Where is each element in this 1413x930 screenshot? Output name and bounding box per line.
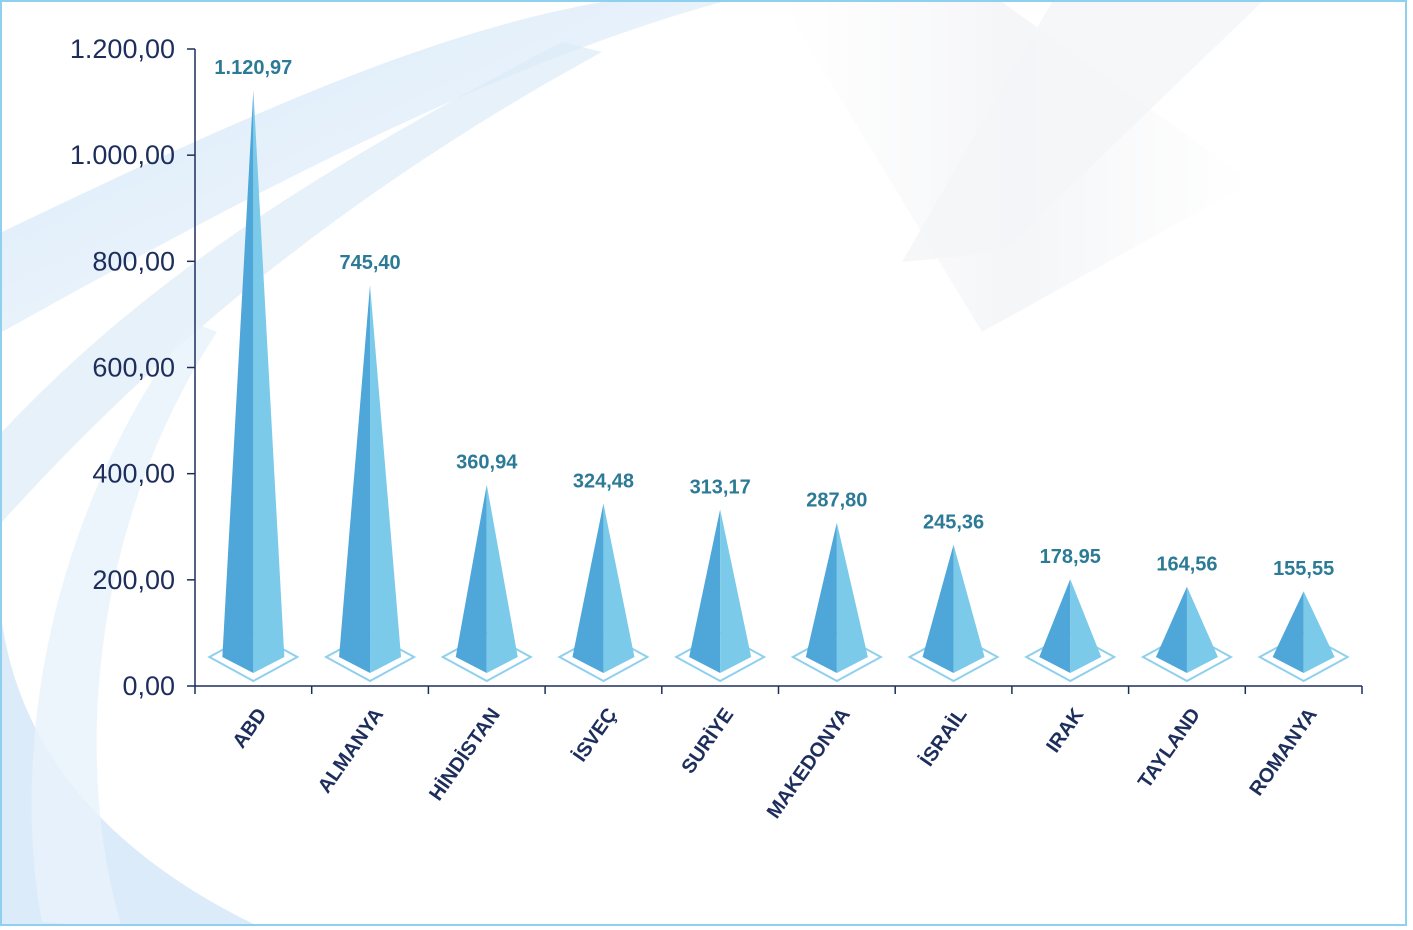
y-tick-label: 1.200,00 — [70, 34, 175, 64]
pyramid-bar-right-face — [370, 285, 402, 673]
y-axis-ticks: 0,00 200,00 400,00 600,00 800,00 1.000,00 1.20… — [70, 34, 1363, 701]
pyramid-bar-right-face — [253, 90, 285, 674]
category-label: ABD — [229, 704, 272, 752]
pyramid-bar-right-face — [1303, 591, 1335, 673]
y-tick-label: 1.000,00 — [70, 140, 175, 170]
data-value-label: 745,40 — [339, 252, 400, 274]
pyramid-bar-left-face — [1155, 586, 1187, 673]
value-labels: 1.120,97 745,40 360,94 324,48 313,17 287,80 24… — [214, 57, 1334, 580]
data-value-label: 287,80 — [806, 490, 867, 512]
category-label: MAKEDONYA — [763, 704, 855, 823]
category-label: IRAK — [1042, 704, 1088, 757]
pyramid-bar-left-face — [1272, 591, 1304, 673]
pyramid-bars — [222, 90, 1335, 674]
data-value-label: 155,55 — [1273, 558, 1334, 580]
pyramid-bar-left-face — [572, 503, 604, 673]
data-value-label: 164,56 — [1156, 554, 1217, 576]
category-label: HİNDİSTAN — [424, 704, 504, 805]
category-labels: ABD ALMANYA HİNDİSTAN İSVEÇ SURİYE MAKEDONYA İ… — [229, 704, 1322, 823]
data-value-label: 1.120,97 — [214, 57, 292, 79]
category-label: İSRAİL — [915, 704, 971, 771]
category-label: ALMANYA — [314, 704, 388, 797]
pyramid-bar-left-face — [689, 509, 721, 673]
category-label: TAYLAND — [1134, 704, 1205, 792]
background-decoration — [2, 2, 1262, 924]
y-tick-label: 800,00 — [92, 246, 175, 276]
pyramid-bar-right-face — [953, 544, 985, 673]
category-label: SURİYE — [677, 704, 739, 778]
category-label: ROMANYA — [1246, 704, 1322, 800]
y-tick-label: 600,00 — [92, 353, 175, 383]
data-value-label: 324,48 — [573, 471, 634, 493]
pyramid-bar-left-face — [922, 544, 954, 673]
data-value-label: 245,36 — [923, 512, 984, 534]
pyramid-bar-right-face — [486, 484, 518, 673]
pyramid-bar-right-face — [836, 522, 868, 673]
category-label: İSVEÇ — [568, 704, 621, 766]
pyramid-bar-left-face — [805, 522, 837, 673]
data-value-label: 360,94 — [456, 452, 518, 474]
y-tick-label: 400,00 — [92, 459, 175, 489]
pyramid-bar-left-face — [1039, 579, 1071, 673]
pyramid-bar-left-face — [455, 484, 487, 673]
pyramid-bar-right-face — [1186, 586, 1218, 673]
data-value-label: 313,17 — [690, 476, 751, 498]
pyramid-bar-left-face — [339, 285, 371, 673]
y-tick-label: 200,00 — [92, 565, 175, 595]
pyramid-bar-left-face — [222, 90, 254, 674]
y-tick-label: 0,00 — [122, 671, 175, 701]
data-value-label: 178,95 — [1040, 546, 1101, 568]
pyramid-bar-right-face — [720, 509, 752, 673]
pyramid-bar-right-face — [1070, 579, 1102, 673]
pyramid-bar-right-face — [603, 503, 635, 673]
